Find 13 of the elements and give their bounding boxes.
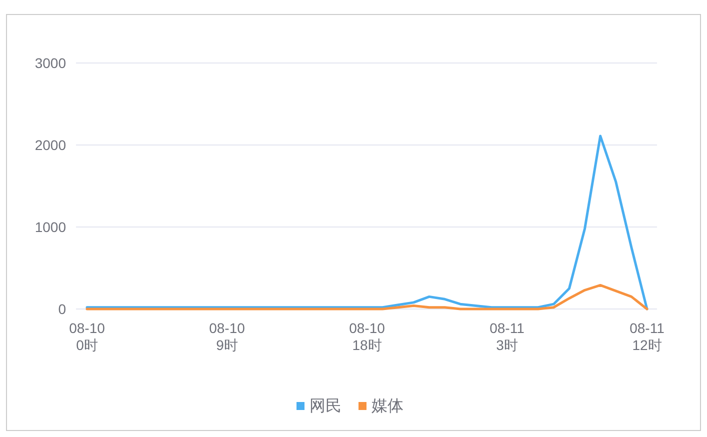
y-tick-label: 2000 [34, 137, 66, 153]
x-tick-label: 08-11 3时 [490, 320, 525, 353]
legend-label: 媒体 [372, 398, 404, 415]
y-tick-label: 0 [58, 301, 66, 317]
x-tick-label: 08-11 12时 [630, 320, 665, 353]
legend-label: 网民 [310, 398, 342, 415]
y-tick-label: 3000 [34, 55, 66, 71]
x-tick-label: 08-10 18时 [349, 320, 386, 353]
line-series [86, 284, 648, 310]
line-series [86, 134, 648, 310]
y-tick-label: 1000 [34, 219, 66, 235]
x-tick-label: 08-10 9时 [209, 320, 246, 353]
x-tick-label: 08-10 0时 [69, 320, 106, 353]
